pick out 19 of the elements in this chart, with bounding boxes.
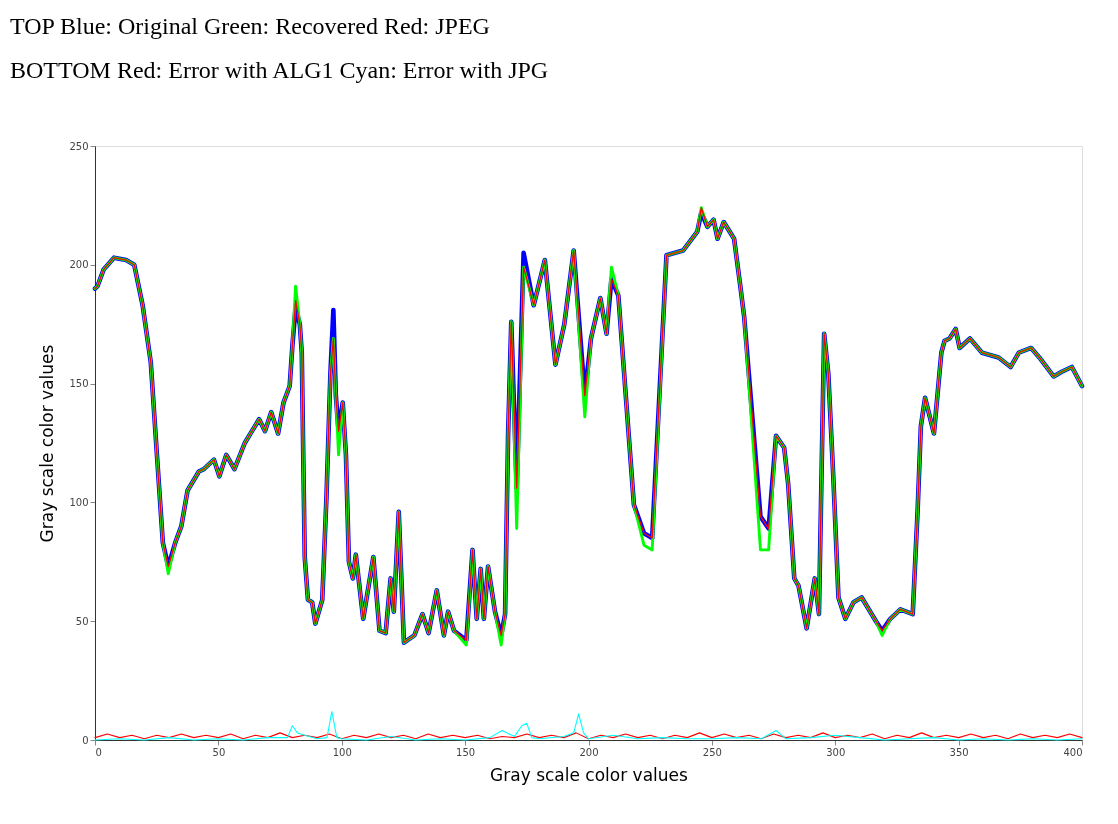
x-tick-label: 250 xyxy=(702,746,722,758)
x-tick-label: 200 xyxy=(579,746,599,758)
y-tick-label: 100 xyxy=(69,496,89,508)
y-tick-label: 200 xyxy=(69,259,89,271)
x-tick-label: 350 xyxy=(949,746,969,758)
chart-title: TOP Blue: Original Green: Recovered Red: JPEG xyxy=(10,13,490,39)
x-tick-label: 300 xyxy=(826,746,846,758)
y-tick-label: 250 xyxy=(69,140,89,152)
x-tick-label: 400 xyxy=(1063,746,1083,758)
x-tick-label: 0 xyxy=(95,746,102,758)
y-tick-label: 0 xyxy=(82,734,89,746)
y-tick-label: 150 xyxy=(69,378,89,390)
x-tick-label: 50 xyxy=(212,746,226,758)
y-axis-title: Gray scale color values xyxy=(37,344,58,543)
x-tick-label: 150 xyxy=(456,746,476,758)
x-axis-title: Gray scale color values xyxy=(490,764,689,785)
y-tick-label: 50 xyxy=(75,615,89,627)
chart-subtitle: BOTTOM Red: Error with ALG1 Cyan: Error with JPG xyxy=(10,57,549,83)
x-tick-label: 100 xyxy=(332,746,352,758)
